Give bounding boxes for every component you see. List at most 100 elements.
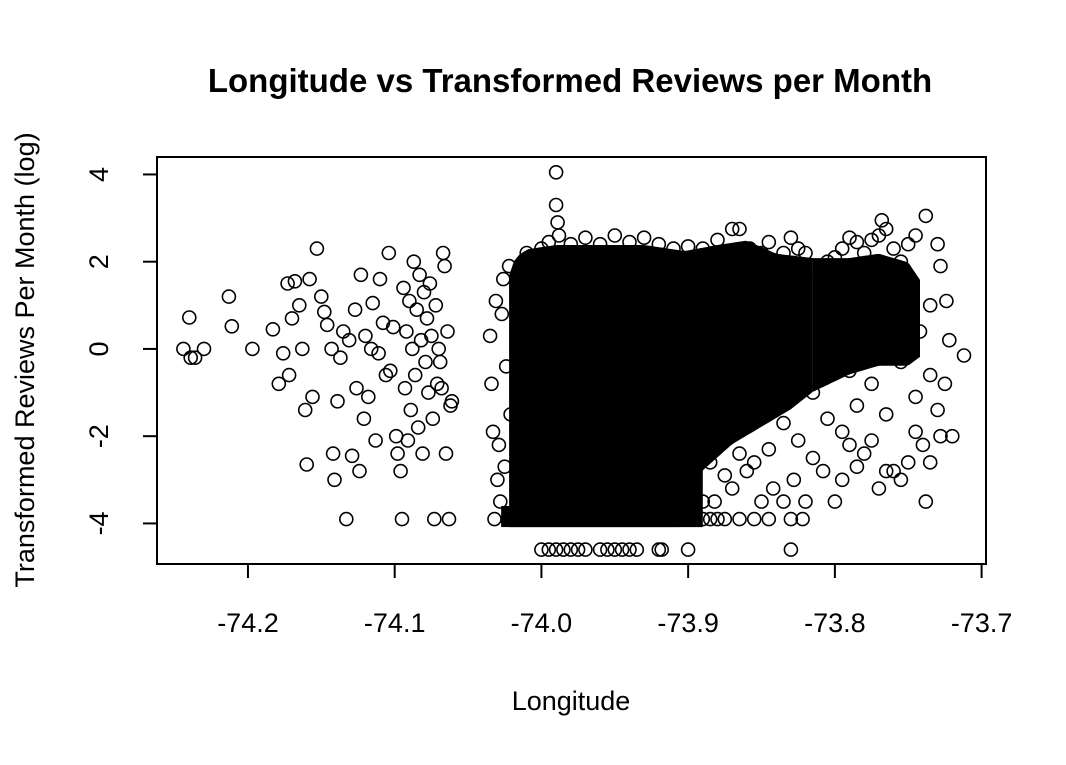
data-point <box>399 324 414 339</box>
data-point <box>918 208 934 224</box>
data-point <box>224 318 240 334</box>
data-point <box>196 341 212 357</box>
data-point <box>437 258 452 274</box>
data-point <box>908 424 923 440</box>
data-point <box>812 271 828 287</box>
data-point <box>400 433 416 448</box>
data-point <box>338 511 354 527</box>
data-point <box>495 271 511 287</box>
data-point <box>654 542 670 557</box>
data-point <box>849 398 865 413</box>
data-point <box>284 311 300 326</box>
data-point <box>432 354 448 370</box>
data-point <box>815 463 831 479</box>
data-point <box>497 459 513 475</box>
data-point <box>309 241 325 256</box>
data-point <box>922 297 938 313</box>
x-tick-label: -73.7 <box>951 608 1013 638</box>
data-point <box>485 424 501 440</box>
data-point <box>368 433 383 448</box>
dense-region <box>670 240 813 497</box>
data-point <box>732 511 747 527</box>
data-point <box>683 511 699 527</box>
data-point <box>592 236 608 252</box>
data-point <box>842 363 857 379</box>
data-point <box>371 345 386 361</box>
data-point <box>422 276 438 291</box>
data-point <box>629 542 645 557</box>
data-point <box>849 459 865 475</box>
data-point <box>622 542 637 557</box>
data-point <box>375 315 391 331</box>
data-point <box>607 228 623 243</box>
data-point <box>541 542 557 557</box>
data-point <box>742 241 758 256</box>
data-point <box>550 215 565 230</box>
data-point <box>297 402 313 418</box>
data-point <box>394 511 410 527</box>
data-point <box>842 230 857 245</box>
data-point <box>419 311 435 326</box>
data-point <box>805 450 821 466</box>
data-point <box>856 245 872 261</box>
data-point <box>893 354 909 370</box>
data-point <box>403 402 419 418</box>
data-point <box>349 380 364 396</box>
data-point <box>294 341 310 357</box>
data-point <box>548 165 564 180</box>
data-point <box>428 297 444 313</box>
data-point <box>754 494 769 509</box>
data-point <box>381 245 397 261</box>
data-point <box>783 542 799 557</box>
data-point <box>795 511 810 527</box>
data-point <box>365 295 381 311</box>
data-point <box>820 254 835 270</box>
data-point <box>761 234 777 250</box>
data-point <box>434 380 449 396</box>
data-point <box>176 341 191 357</box>
data-point <box>622 234 637 250</box>
data-point <box>761 511 777 527</box>
data-point <box>776 245 791 261</box>
data-point <box>956 348 972 363</box>
data-point <box>871 481 887 496</box>
x-axis: -74.2 -74.1 -74.0 -73.9 -73.8 -73.7 <box>217 563 1013 638</box>
data-point <box>856 446 872 461</box>
data-point <box>666 241 681 256</box>
data-point <box>886 241 901 256</box>
data-point <box>275 345 291 361</box>
data-point <box>710 232 725 248</box>
data-point <box>396 280 411 296</box>
y-tick-label: -4 <box>84 511 114 535</box>
data-point <box>382 363 398 379</box>
y-axis: -4 -2 0 2 4 <box>84 167 158 535</box>
data-point <box>444 393 460 409</box>
data-point <box>717 468 733 483</box>
data-point <box>415 446 430 461</box>
data-point <box>886 463 901 479</box>
data-point <box>429 376 445 392</box>
data-point <box>842 437 857 453</box>
data-point <box>933 258 948 274</box>
data-point <box>360 389 376 405</box>
data-point <box>498 359 514 374</box>
data-point <box>490 472 505 488</box>
x-axis-label: Longitude <box>512 686 631 716</box>
data-point <box>834 472 850 488</box>
data-point <box>827 494 843 509</box>
data-point <box>912 324 928 339</box>
data-point <box>431 341 447 357</box>
data-point <box>519 245 535 261</box>
data-point <box>768 254 784 270</box>
data-point <box>695 241 711 256</box>
data-point <box>930 402 945 418</box>
dense-point-cloud <box>501 240 920 528</box>
data-point <box>886 302 901 318</box>
data-point <box>937 376 953 392</box>
data-point <box>871 228 887 243</box>
data-point <box>900 455 916 470</box>
data-point <box>438 446 454 461</box>
data-point <box>353 267 369 283</box>
data-point <box>534 542 549 557</box>
data-point <box>930 236 945 252</box>
